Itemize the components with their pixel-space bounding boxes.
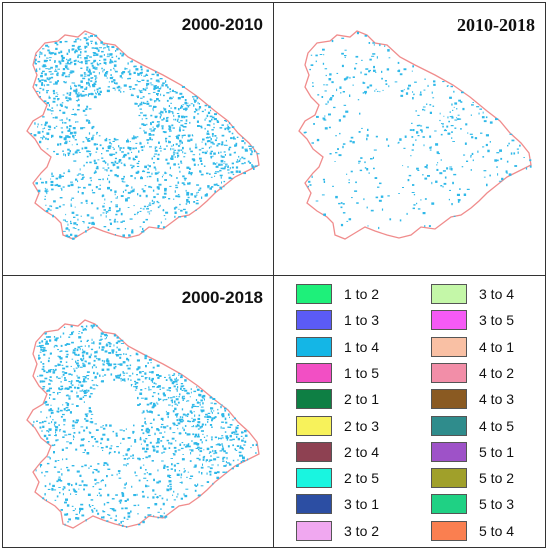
region-boundary bbox=[26, 319, 260, 529]
legend-swatch bbox=[296, 362, 332, 383]
legend-item: 3 to 4 bbox=[431, 283, 514, 305]
legend-item: 1 to 4 bbox=[296, 336, 379, 358]
legend-item: 2 to 4 bbox=[296, 441, 379, 463]
legend-item: 4 to 2 bbox=[431, 362, 514, 384]
map-content bbox=[26, 30, 260, 240]
legend-item: 1 to 2 bbox=[296, 283, 379, 305]
legend-swatch bbox=[296, 310, 332, 331]
legend-swatch bbox=[296, 441, 332, 462]
legend-label: 4 to 2 bbox=[479, 364, 515, 381]
legend-label: 5 to 3 bbox=[479, 496, 515, 513]
legend-label: 2 to 5 bbox=[344, 470, 380, 487]
change-pixels bbox=[30, 33, 260, 240]
legend-swatch bbox=[296, 494, 332, 515]
legend-item: 2 to 5 bbox=[296, 467, 379, 489]
legend-swatch bbox=[296, 284, 332, 304]
map-panel-2000-2010: 2000-2010 bbox=[2, 2, 274, 276]
legend-label: 4 to 3 bbox=[479, 391, 515, 408]
legend-item: 2 to 3 bbox=[296, 415, 379, 437]
legend-item: 4 to 1 bbox=[431, 336, 514, 358]
change-map bbox=[298, 30, 532, 240]
legend-item: 5 to 3 bbox=[431, 493, 514, 515]
legend-label: 2 to 1 bbox=[344, 391, 380, 408]
legend-swatch bbox=[431, 441, 467, 462]
legend-swatch bbox=[431, 389, 467, 410]
change-pixels bbox=[32, 324, 258, 528]
legend-swatch bbox=[296, 468, 332, 489]
change-pixels bbox=[303, 31, 532, 230]
legend-swatch bbox=[296, 389, 332, 410]
legend-label: 5 to 1 bbox=[479, 443, 515, 460]
legend-panel: 1 to 2 1 to 3 1 to 4 1 to 5 2 to 1 2 to 3 2 to… bbox=[273, 275, 546, 548]
legend-swatch bbox=[431, 520, 467, 541]
legend-label: 1 to 4 bbox=[344, 338, 380, 355]
legend-label: 3 to 1 bbox=[344, 496, 380, 513]
legend-label: 1 to 3 bbox=[344, 312, 380, 329]
legend-label: 4 to 5 bbox=[479, 417, 515, 434]
legend-label: 1 to 2 bbox=[344, 286, 380, 302]
legend-swatch bbox=[431, 336, 467, 357]
panel-title: 2010-2018 bbox=[457, 15, 535, 35]
legend-label: 5 to 4 bbox=[479, 522, 515, 539]
legend-label: 2 to 4 bbox=[344, 443, 380, 460]
map-content bbox=[298, 30, 532, 240]
panel-title: 2000-2010 bbox=[181, 15, 263, 34]
region-boundary bbox=[298, 30, 532, 240]
legend-swatch bbox=[431, 468, 467, 489]
legend-item: 3 to 2 bbox=[296, 520, 379, 542]
change-map bbox=[26, 30, 260, 240]
panel-title: 2000-2018 bbox=[181, 288, 263, 307]
legend-label: 2 to 3 bbox=[344, 417, 380, 434]
legend-swatch bbox=[431, 494, 467, 515]
map-panel-2010-2018: 2010-2018 bbox=[273, 2, 546, 276]
legend-label: 3 to 4 bbox=[479, 286, 515, 302]
legend-label: 4 to 1 bbox=[479, 338, 515, 355]
legend-label: 5 to 2 bbox=[479, 470, 515, 487]
legend-label: 3 to 2 bbox=[344, 522, 380, 539]
legend-item: 4 to 3 bbox=[431, 388, 514, 410]
legend-item: 5 to 2 bbox=[431, 467, 514, 489]
map-content bbox=[26, 319, 260, 529]
legend-item: 4 to 5 bbox=[431, 415, 514, 437]
legend-swatch bbox=[296, 415, 332, 436]
legend-label: 1 to 5 bbox=[344, 364, 380, 381]
legend-swatch bbox=[296, 520, 332, 541]
legend-label: 3 to 5 bbox=[479, 312, 515, 329]
legend-item: 3 to 1 bbox=[296, 493, 379, 515]
legend-item: 5 to 1 bbox=[431, 441, 514, 463]
legend-swatch bbox=[431, 284, 467, 304]
legend-item: 5 to 4 bbox=[431, 520, 514, 542]
map-panel-2000-2018: 2000-2018 bbox=[2, 275, 274, 548]
legend-swatch bbox=[431, 415, 467, 436]
legend-swatch bbox=[431, 310, 467, 331]
legend-swatch bbox=[296, 336, 332, 357]
legend-item: 3 to 5 bbox=[431, 309, 514, 331]
legend-item: 1 to 3 bbox=[296, 309, 379, 331]
legend-swatch bbox=[431, 362, 467, 383]
change-map bbox=[26, 319, 260, 529]
legend-item: 2 to 1 bbox=[296, 388, 379, 410]
legend-item: 1 to 5 bbox=[296, 362, 379, 384]
